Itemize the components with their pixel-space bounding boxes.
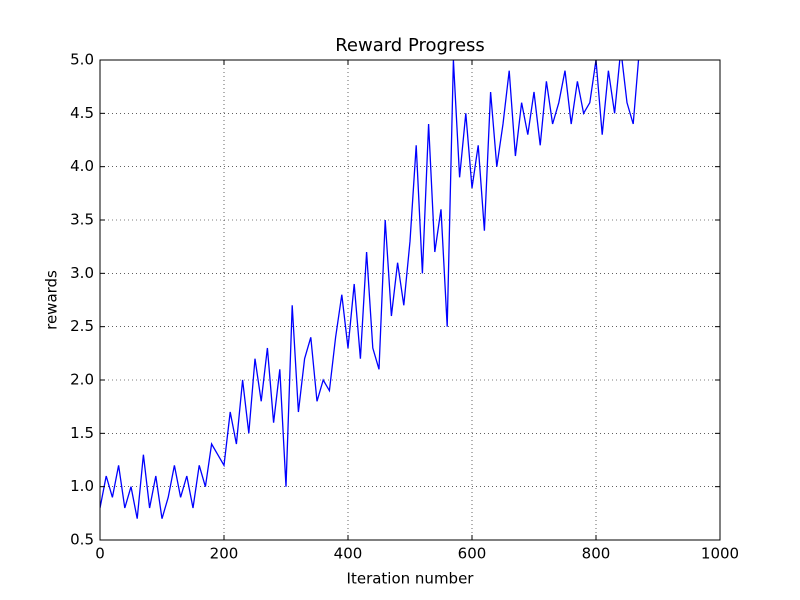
y-tick-label: 1.0	[70, 477, 94, 495]
y-tick-label: 3.0	[70, 264, 94, 282]
y-tick-label: 2.0	[70, 371, 94, 389]
x-tick-label: 0	[95, 545, 105, 563]
x-tick-label: 400	[334, 545, 363, 563]
plot-frame	[99, 59, 721, 541]
x-tick-label: 600	[458, 545, 487, 563]
y-tick-label: 0.5	[70, 531, 94, 549]
y-tick-label: 4.5	[70, 104, 94, 122]
x-tick-label: 800	[582, 545, 611, 563]
y-tick-label: 2.5	[70, 317, 94, 335]
y-tick-label: 3.5	[70, 211, 94, 229]
x-axis-label: Iteration number	[347, 570, 475, 588]
y-tick-label: 4.0	[70, 157, 94, 175]
x-tick-label: 200	[210, 545, 239, 563]
y-tick-label: 1.5	[70, 424, 94, 442]
chart-title: Reward Progress	[335, 35, 485, 56]
x-tick-label: 1000	[701, 545, 739, 563]
y-axis-label: rewards	[43, 270, 61, 330]
y-tick-label: 5.0	[70, 51, 94, 69]
data-line	[100, 60, 640, 519]
plot-area	[100, 60, 640, 519]
